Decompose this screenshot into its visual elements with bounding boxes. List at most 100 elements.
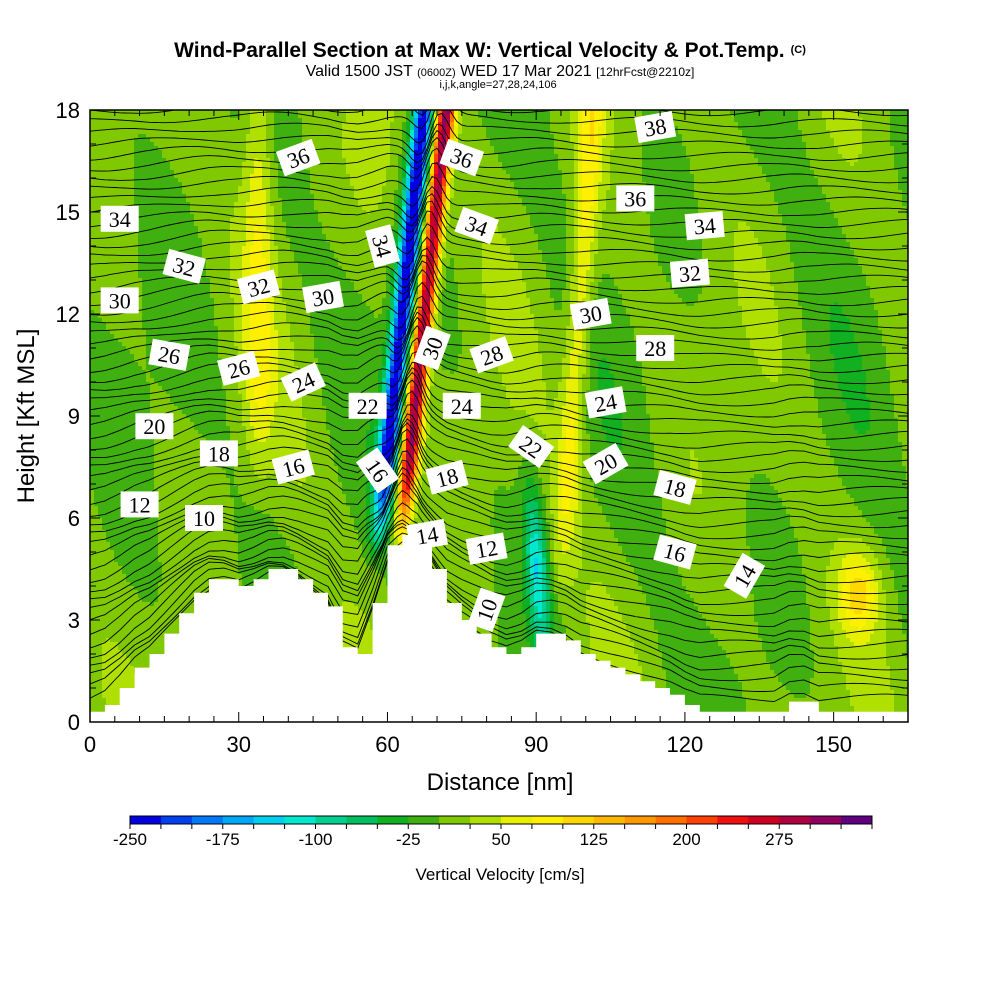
field-cell: [122, 534, 127, 539]
field-cell: [94, 282, 99, 287]
field-cell: [198, 286, 203, 291]
field-cell: [130, 338, 135, 343]
field-cell: [186, 174, 191, 179]
field-cell: [122, 278, 127, 283]
field-cell: [214, 130, 219, 135]
field-cell: [106, 334, 111, 339]
field-cell: [110, 678, 115, 683]
field-cell: [218, 114, 223, 119]
field-cell: [162, 406, 167, 411]
field-cell: [186, 418, 191, 423]
field-cell: [106, 358, 111, 363]
field-cell: [122, 274, 127, 279]
field-cell: [214, 286, 219, 291]
field-cell: [142, 570, 147, 575]
field-cell: [198, 374, 203, 379]
field-cell: [158, 406, 163, 411]
field-cell: [142, 310, 147, 315]
field-cell: [94, 558, 99, 563]
field-cell: [170, 166, 175, 171]
field-cell: [150, 538, 155, 543]
field-cell: [178, 326, 183, 331]
field-cell: [94, 374, 99, 379]
field-cell: [202, 282, 207, 287]
field-cell: [202, 490, 207, 495]
field-cell: [150, 234, 155, 239]
field-cell: [174, 290, 179, 295]
field-cell: [210, 486, 215, 491]
field-cell: [130, 454, 135, 459]
field-cell: [162, 126, 167, 131]
field-cell: [186, 134, 191, 139]
field-cell: [190, 394, 195, 399]
field-cell: [190, 162, 195, 167]
field-cell: [146, 474, 151, 479]
field-cell: [198, 470, 203, 475]
field-cell: [178, 462, 183, 467]
field-cell: [194, 442, 199, 447]
field-cell: [178, 230, 183, 235]
field-cell: [218, 286, 223, 291]
field-cell: [206, 406, 211, 411]
field-cell: [158, 190, 163, 195]
field-cell: [158, 182, 163, 187]
field-cell: [182, 402, 187, 407]
field-cell: [154, 166, 159, 171]
field-cell: [94, 438, 99, 443]
field-cell: [106, 118, 111, 123]
field-cell: [174, 150, 179, 155]
field-cell: [214, 370, 219, 375]
field-cell: [114, 186, 119, 191]
field-cell: [94, 166, 99, 171]
field-cell: [178, 194, 183, 199]
field-cell: [98, 478, 103, 483]
field-cell: [98, 646, 103, 651]
field-cell: [214, 350, 219, 355]
field-cell: [102, 534, 107, 539]
field-cell: [142, 282, 147, 287]
field-cell: [126, 146, 131, 151]
field-cell: [130, 430, 135, 435]
field-cell: [146, 442, 151, 447]
field-cell: [126, 678, 131, 683]
field-cell: [98, 158, 103, 163]
field-cell: [178, 142, 183, 147]
field-cell: [206, 294, 211, 299]
field-cell: [158, 246, 163, 251]
field-cell: [138, 178, 143, 183]
field-cell: [178, 502, 183, 507]
field-cell: [194, 394, 199, 399]
field-cell: [126, 414, 131, 419]
field-cell: [106, 238, 111, 243]
field-cell: [110, 506, 115, 511]
field-cell: [102, 246, 107, 251]
field-cell: [134, 254, 139, 259]
field-cell: [186, 230, 191, 235]
field-cell: [98, 450, 103, 455]
field-cell: [102, 282, 107, 287]
field-cell: [126, 370, 131, 375]
field-cell: [102, 506, 107, 511]
field-cell: [142, 654, 147, 659]
field-cell: [150, 550, 155, 555]
field-cell: [146, 610, 151, 615]
field-cell: [118, 618, 123, 623]
field-cell: [158, 610, 163, 615]
field-cell: [206, 410, 211, 415]
field-cell: [154, 222, 159, 227]
field-cell: [170, 322, 175, 327]
field-cell: [154, 186, 159, 191]
field-cell: [146, 334, 151, 339]
field-cell: [214, 138, 219, 143]
field-cell: [102, 362, 107, 367]
field-cell: [130, 314, 135, 319]
field-cell: [98, 574, 103, 579]
field-cell: [206, 198, 211, 203]
field-cell: [146, 238, 151, 243]
field-cell: [138, 594, 143, 599]
field-cell: [94, 194, 99, 199]
field-cell: [190, 434, 195, 439]
field-cell: [138, 126, 143, 131]
field-cell: [126, 142, 131, 147]
field-cell: [166, 318, 171, 323]
